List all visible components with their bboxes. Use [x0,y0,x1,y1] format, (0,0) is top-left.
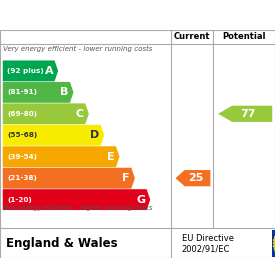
Text: 77: 77 [240,109,256,119]
Text: (81-91): (81-91) [7,89,37,95]
Text: 2002/91/EC: 2002/91/EC [182,245,230,254]
Text: A: A [45,66,53,76]
Text: Energy Efficiency Rating: Energy Efficiency Rating [8,7,210,22]
Text: (1-20): (1-20) [7,197,32,203]
Text: (69-80): (69-80) [7,111,37,117]
Text: B: B [60,87,68,97]
Polygon shape [3,125,104,146]
Text: (55-68): (55-68) [7,132,37,138]
Text: Potential: Potential [222,32,266,41]
Polygon shape [175,170,210,186]
Polygon shape [3,103,89,124]
Text: E: E [107,152,115,162]
Text: Not energy efficient - higher running costs: Not energy efficient - higher running co… [3,205,152,211]
Text: F: F [122,173,130,183]
Polygon shape [3,168,135,189]
Polygon shape [218,106,272,122]
Polygon shape [3,82,73,103]
Text: D: D [90,130,99,140]
Text: 25: 25 [188,173,203,183]
Text: Current: Current [174,32,210,41]
Text: (39-54): (39-54) [7,154,37,160]
Polygon shape [3,189,150,210]
Text: C: C [76,109,84,119]
Text: (21-38): (21-38) [7,175,37,181]
Text: G: G [136,195,145,205]
Bar [272,230,275,256]
Polygon shape [3,146,120,167]
Text: Very energy efficient - lower running costs: Very energy efficient - lower running co… [3,45,152,52]
Text: EU Directive: EU Directive [182,234,233,243]
Text: England & Wales: England & Wales [6,237,117,250]
Polygon shape [3,60,58,81]
Text: (92 plus): (92 plus) [7,68,44,74]
